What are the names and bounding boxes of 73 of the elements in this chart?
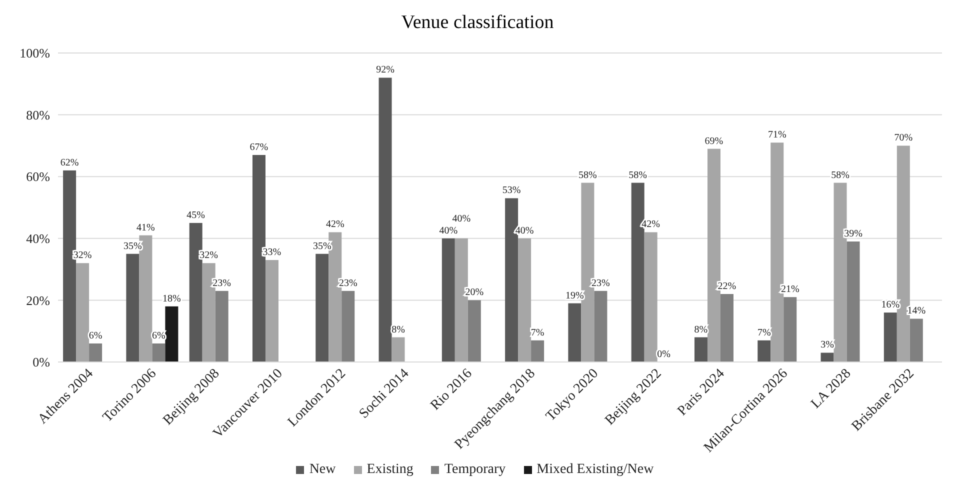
data-label: 58% (578, 170, 597, 181)
data-label: 7% (530, 327, 544, 338)
data-label: 42% (326, 219, 344, 230)
bar (342, 290, 355, 362)
bar (720, 294, 734, 362)
bar (758, 340, 771, 362)
data-label: 62% (60, 157, 79, 168)
bar (594, 290, 608, 362)
data-label: 41% (136, 222, 155, 234)
bar (126, 254, 140, 362)
data-label: 71% (768, 130, 786, 141)
bar (316, 254, 329, 362)
data-label: 20% (465, 287, 484, 298)
bar (568, 303, 582, 362)
data-label: 53% (502, 185, 521, 196)
bar (392, 337, 405, 362)
data-label: 8% (392, 324, 405, 336)
bar (784, 297, 797, 362)
bar (265, 260, 278, 362)
data-label: 40% (452, 213, 471, 224)
bar (518, 238, 532, 362)
bar (76, 263, 90, 362)
data-label: 0% (657, 349, 671, 360)
bar (531, 340, 544, 362)
y-tick-label: 0% (32, 354, 50, 370)
data-label: 67% (250, 142, 268, 153)
bar (846, 241, 860, 362)
bar (215, 290, 228, 362)
bar (644, 232, 658, 362)
bar (152, 343, 166, 362)
data-label: 3% (820, 340, 834, 351)
data-label: 16% (881, 300, 900, 311)
legend-label: Mixed Existing/New (536, 462, 654, 478)
bar (378, 78, 392, 362)
bar (89, 343, 102, 362)
data-label: 22% (718, 281, 736, 292)
data-label: 21% (780, 284, 800, 296)
chart-title: Venue classification (400, 11, 555, 35)
data-label: 8% (694, 324, 708, 336)
data-label: 39% (844, 228, 862, 240)
legend-label: New (308, 462, 336, 478)
y-tick-label: 20% (26, 292, 50, 308)
y-tick-label: 80% (26, 107, 50, 122)
data-label: 35% (124, 240, 142, 252)
data-label: 40% (439, 225, 458, 236)
data-label: 23% (212, 278, 232, 289)
data-label: 45% (186, 210, 206, 221)
legend-label: Temporary (443, 462, 506, 478)
bar (820, 352, 834, 362)
data-label: 18% (162, 293, 181, 304)
bar (694, 337, 708, 362)
data-label: 58% (628, 170, 648, 181)
data-label: 6% (88, 330, 102, 342)
data-label: 7% (757, 327, 771, 338)
data-label: 14% (907, 306, 926, 317)
y-tick-label: 60% (26, 169, 50, 184)
data-label: 92% (376, 64, 394, 76)
bar (468, 300, 481, 362)
data-label: 23% (592, 278, 610, 289)
bar (442, 238, 455, 362)
bar (910, 318, 923, 362)
legend-label: Existing (366, 462, 414, 478)
data-label: 70% (894, 132, 913, 144)
y-tick-label: 40% (26, 231, 50, 246)
y-tick-label: 100% (20, 46, 50, 61)
data-label: 69% (704, 136, 724, 147)
data-label: 58% (831, 170, 850, 181)
data-label: 19% (566, 290, 584, 302)
bar (884, 312, 897, 362)
bar (165, 306, 178, 362)
data-label: 23% (338, 278, 358, 289)
data-label: 35% (312, 240, 332, 252)
data-label: 6% (152, 330, 166, 342)
